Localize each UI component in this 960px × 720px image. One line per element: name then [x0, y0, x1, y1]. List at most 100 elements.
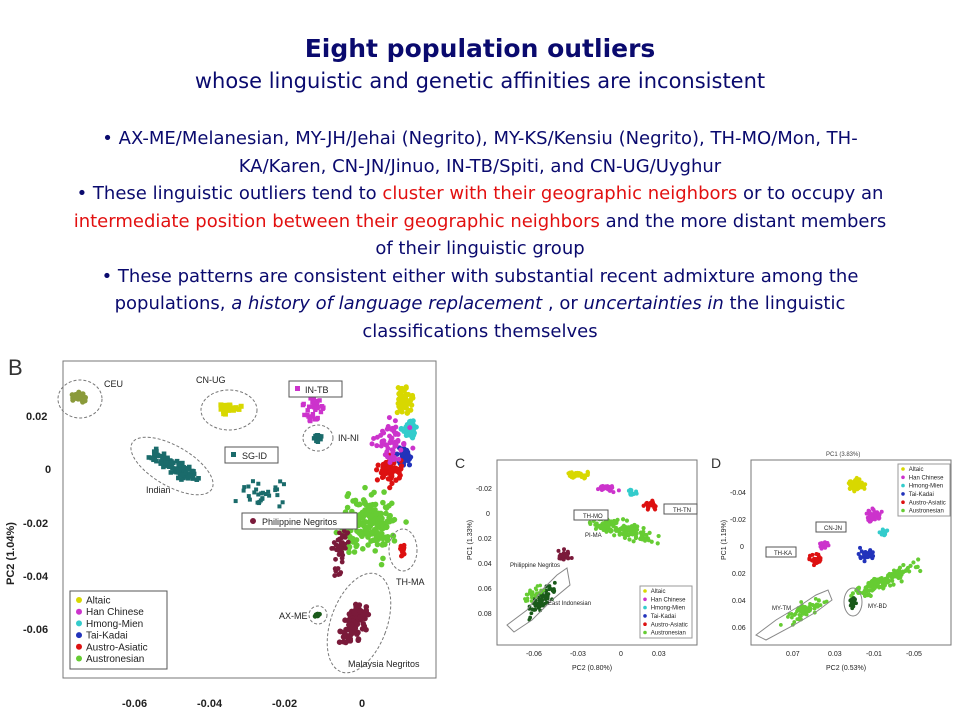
scatter-point	[352, 625, 358, 632]
bullet-2: • These linguistic outliers tend to clus…	[70, 180, 890, 263]
scatter-point	[880, 527, 885, 532]
scatter-point	[222, 403, 228, 409]
label-axme: AX-ME	[279, 611, 308, 621]
scatter-point	[634, 489, 639, 494]
scatter-point	[876, 585, 882, 590]
legend-label: Hmong-Mien	[909, 484, 943, 490]
bullet-2-mid: or to occupy an	[737, 183, 884, 204]
scatter-point	[867, 588, 872, 593]
label-phil: Philippine Negritos	[262, 517, 338, 527]
scatter-point	[409, 394, 415, 400]
scatter-point	[356, 530, 363, 537]
scatter-point	[594, 521, 599, 526]
scatter-point	[888, 583, 893, 588]
label-c-phil: Philippine Negritos	[510, 563, 560, 569]
c-ytick-4: 0.04	[478, 561, 492, 568]
legend-swatch	[76, 597, 82, 603]
scatter-point	[872, 511, 877, 516]
scatter-point	[396, 475, 402, 481]
scatter-point	[574, 471, 579, 476]
scatter-point	[652, 503, 657, 508]
d-xtick-2: 0.03	[828, 651, 842, 658]
d-ytick-2: -0.02	[730, 517, 746, 524]
scatter-point	[314, 433, 319, 438]
scatter-point	[260, 496, 265, 501]
scatter-point	[389, 435, 395, 441]
panel-b-frame	[62, 360, 437, 679]
scatter-point	[569, 556, 574, 561]
bullet-3-italic-2: uncertainties in	[583, 293, 724, 314]
scatter-point	[308, 418, 313, 424]
panel-b-legend	[69, 590, 168, 670]
scatter-point	[333, 568, 339, 574]
label-thmo: TH-MO	[583, 514, 603, 520]
panel-b-letter: B	[8, 355, 23, 380]
panel-d-figure: D PC1 (3.83%) CN-JN TH-KA MY-TM MY-BD Al…	[711, 452, 952, 672]
scatter-point	[336, 639, 343, 645]
label-cnjn-box	[815, 521, 847, 533]
legend-swatch	[901, 467, 905, 471]
legend-label: Austronesian	[86, 654, 144, 665]
scatter-point	[153, 446, 159, 452]
scatter-point	[816, 554, 821, 559]
scatter-point	[889, 573, 894, 578]
scatter-point	[161, 464, 166, 470]
scatter-point	[870, 550, 875, 555]
scatter-point	[398, 463, 405, 469]
scatter-point	[185, 475, 191, 481]
scatter-point	[546, 592, 551, 596]
scatter-point	[401, 428, 407, 434]
scatter-point	[160, 455, 165, 461]
scatter-point	[380, 535, 386, 542]
scatter-point	[611, 490, 616, 495]
scatter-point	[533, 604, 538, 608]
label-inni: IN-NI	[338, 433, 359, 443]
scatter-point	[383, 535, 390, 542]
scatter-point	[864, 511, 869, 516]
scatter-point	[383, 510, 389, 517]
label-pima: PI-MA	[585, 533, 602, 539]
scatter-point	[410, 435, 416, 441]
legend-label: Hmong-Mien	[86, 619, 143, 630]
scatter-point	[605, 521, 610, 526]
scatter-point	[183, 470, 188, 476]
d-xtick-3: -0.01	[866, 651, 882, 658]
label-thtn: TH-TN	[673, 508, 691, 514]
d-ytick-1: -0.04	[730, 490, 746, 497]
scatter-point	[394, 466, 400, 472]
scatter-point	[852, 489, 857, 494]
scatter-point	[610, 485, 615, 490]
scatter-point	[403, 384, 409, 390]
scatter-point	[378, 511, 384, 518]
scatter-point	[366, 519, 373, 526]
scatter-point	[149, 455, 155, 461]
scatter-point	[857, 483, 863, 489]
scatter-point	[178, 463, 184, 468]
scatter-point	[550, 597, 554, 602]
scatter-point	[380, 555, 386, 562]
scatter-point	[311, 436, 317, 441]
scatter-point	[366, 523, 372, 530]
ellipse-cnug	[200, 389, 258, 431]
scatter-point	[331, 540, 337, 545]
scatter-point	[278, 479, 283, 484]
scatter-point	[568, 473, 573, 478]
panel-c-letter: C	[455, 455, 465, 471]
scatter-point	[867, 519, 872, 524]
scatter-point	[393, 424, 399, 430]
scatter-point	[344, 504, 351, 511]
scatter-point	[161, 451, 167, 457]
scatter-point	[163, 460, 169, 466]
bullet-2-post: and the more distant members of their li…	[375, 210, 887, 260]
scatter-point	[374, 467, 380, 473]
scatter-point	[630, 531, 635, 536]
scatter-point	[389, 472, 395, 478]
scatter-point	[907, 569, 912, 574]
label-malay: Malaysia Negritos	[348, 659, 420, 669]
scatter-point	[259, 491, 264, 496]
scatter-point	[632, 522, 637, 528]
panel-c-figure: C TH-MO TH-TN PI-MA Philippine Negritos …	[455, 455, 698, 672]
d-ytick-6: 0.06	[732, 625, 746, 632]
legend-swatch	[643, 605, 647, 610]
